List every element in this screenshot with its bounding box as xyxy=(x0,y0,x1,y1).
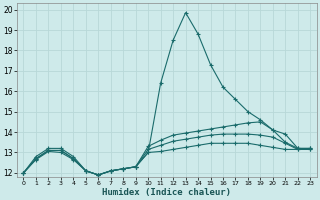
X-axis label: Humidex (Indice chaleur): Humidex (Indice chaleur) xyxy=(102,188,231,197)
